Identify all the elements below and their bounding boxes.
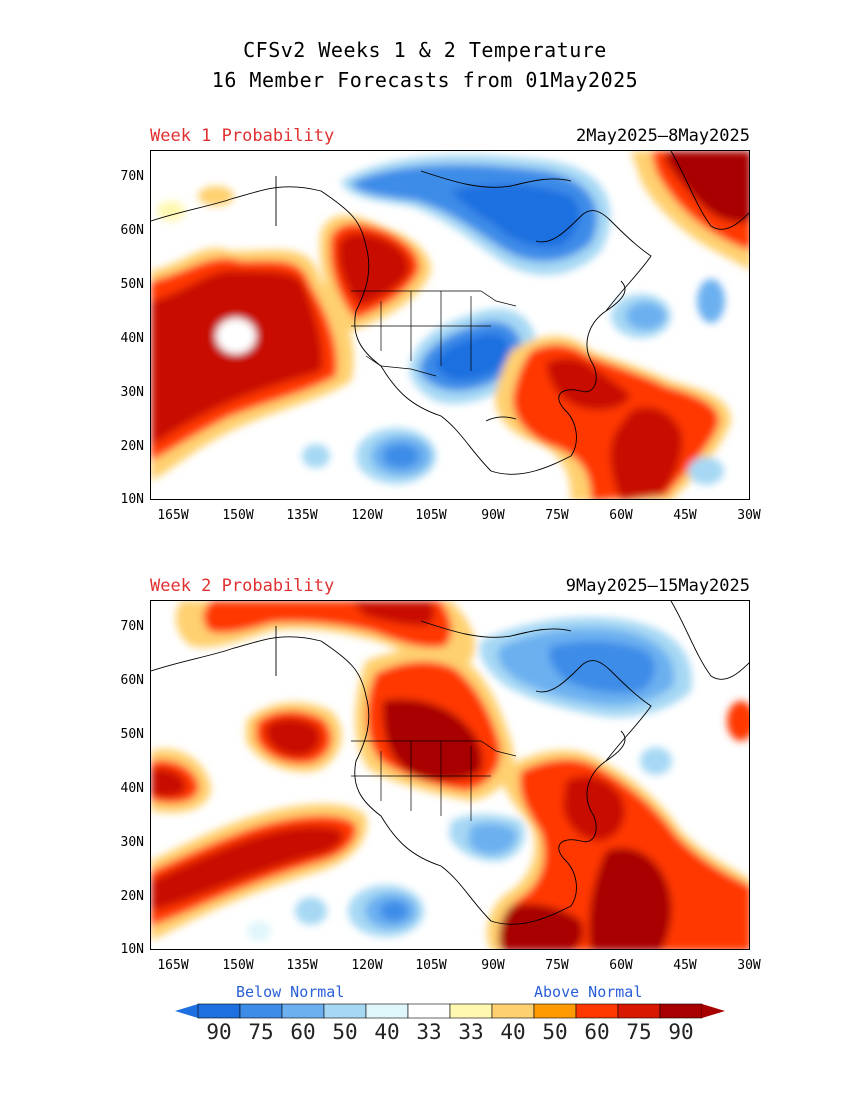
p1-xtick-120w: 120W <box>351 508 383 523</box>
legend-arrow-right <box>702 1004 725 1018</box>
p1-xtick-75w: 75W <box>545 508 569 523</box>
legend-value: 50 <box>332 1020 358 1044</box>
legend-above-normal: Above Normal <box>534 983 643 1001</box>
p2-xtick-105w: 105W <box>415 958 447 973</box>
legend-value: 75 <box>626 1020 652 1044</box>
p2-ytick-20n: 20N <box>120 889 144 904</box>
panel2-dates: 9May2025—15May2025 <box>565 576 750 596</box>
legend-value: 90 <box>668 1020 694 1044</box>
legend-value: 40 <box>374 1020 400 1044</box>
week2-probability-map <box>150 600 750 950</box>
legend-color-bar <box>175 1003 725 1019</box>
legend-swatch <box>197 1003 241 1019</box>
p2-xtick-150w: 150W <box>222 958 254 973</box>
panel1-label: Week 1 Probability <box>150 126 335 146</box>
legend-swatch <box>659 1003 703 1019</box>
legend-value: 75 <box>248 1020 274 1044</box>
legend-value: 60 <box>290 1020 316 1044</box>
p1-xtick-135w: 135W <box>286 508 318 523</box>
p2-ytick-10n: 10N <box>120 942 144 957</box>
p1-ytick-30n: 30N <box>120 385 144 400</box>
p1-ytick-60n: 60N <box>120 223 144 238</box>
legend-swatch <box>365 1003 409 1019</box>
p2-ytick-40n: 40N <box>120 781 144 796</box>
legend-value: 90 <box>206 1020 232 1044</box>
p2-xtick-30w: 30W <box>737 958 761 973</box>
p2-xtick-165w: 165W <box>157 958 189 973</box>
figure-title-line2: 16 Member Forecasts from 01May2025 <box>211 68 639 92</box>
legend-swatch <box>281 1003 325 1019</box>
p2-xtick-45w: 45W <box>673 958 697 973</box>
legend-swatch <box>323 1003 367 1019</box>
p2-ytick-30n: 30N <box>120 835 144 850</box>
p1-xtick-150w: 150W <box>222 508 254 523</box>
legend-swatch <box>617 1003 661 1019</box>
legend-arrow-left <box>175 1004 198 1018</box>
p1-xtick-105w: 105W <box>415 508 447 523</box>
legend-swatch <box>491 1003 535 1019</box>
p2-xtick-75w: 75W <box>545 958 569 973</box>
p1-ytick-70n: 70N <box>120 169 144 184</box>
p1-xtick-60w: 60W <box>609 508 633 523</box>
p2-xtick-90w: 90W <box>481 958 505 973</box>
p2-ytick-50n: 50N <box>120 727 144 742</box>
p2-xtick-120w: 120W <box>351 958 383 973</box>
p1-ytick-40n: 40N <box>120 331 144 346</box>
p1-xtick-45w: 45W <box>673 508 697 523</box>
legend-swatch <box>407 1003 451 1019</box>
p2-ytick-70n: 70N <box>120 619 144 634</box>
p1-ytick-50n: 50N <box>120 277 144 292</box>
p1-xtick-90w: 90W <box>481 508 505 523</box>
figure-title-line1: CFSv2 Weeks 1 & 2 Temperature <box>243 38 607 62</box>
p2-ytick-60n: 60N <box>120 673 144 688</box>
legend-swatch <box>449 1003 493 1019</box>
p2-xtick-60w: 60W <box>609 958 633 973</box>
legend-value: 60 <box>584 1020 610 1044</box>
legend-value: 33 <box>416 1020 442 1044</box>
legend-value: 50 <box>542 1020 568 1044</box>
p1-xtick-165w: 165W <box>157 508 189 523</box>
panel1-dates: 2May2025—8May2025 <box>576 126 750 146</box>
legend-value: 40 <box>500 1020 526 1044</box>
p1-xtick-30w: 30W <box>737 508 761 523</box>
legend-swatch <box>575 1003 619 1019</box>
p1-ytick-10n: 10N <box>120 492 144 507</box>
legend-swatch <box>533 1003 577 1019</box>
legend-swatch <box>239 1003 283 1019</box>
legend-value: 33 <box>458 1020 484 1044</box>
legend-below-normal: Below Normal <box>236 983 345 1001</box>
panel2-label: Week 2 Probability <box>150 576 335 596</box>
p2-xtick-135w: 135W <box>286 958 318 973</box>
week1-probability-map <box>150 150 750 500</box>
p1-ytick-20n: 20N <box>120 439 144 454</box>
